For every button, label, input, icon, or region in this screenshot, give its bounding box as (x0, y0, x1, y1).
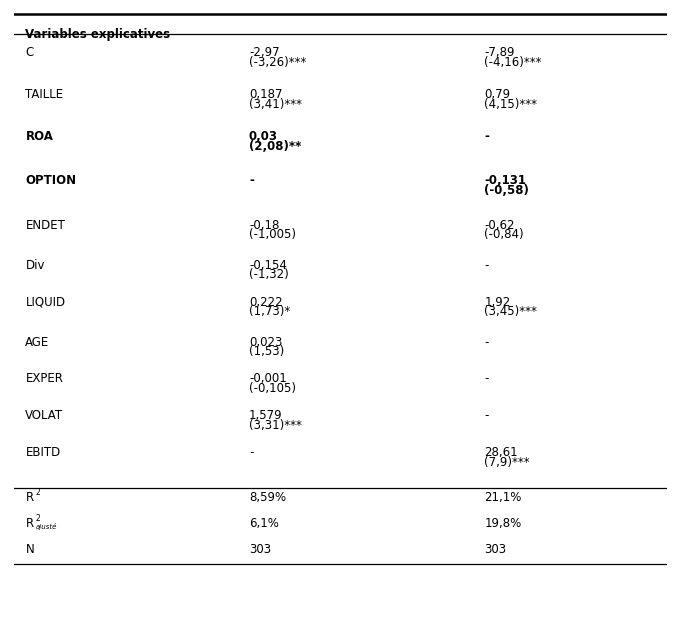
Text: (3,45)***: (3,45)*** (484, 305, 537, 318)
Text: ENDET: ENDET (25, 219, 65, 232)
Text: (3,41)***: (3,41)*** (249, 98, 302, 111)
Text: -: - (484, 409, 489, 423)
Text: R: R (25, 491, 33, 504)
Text: -0,154: -0,154 (249, 259, 287, 272)
Text: -: - (484, 130, 489, 143)
Text: 303: 303 (249, 543, 271, 556)
Text: (-0,84): (-0,84) (484, 229, 524, 241)
Text: -0,001: -0,001 (249, 372, 287, 386)
Text: 2: 2 (36, 514, 41, 523)
Text: (-0,105): (-0,105) (249, 382, 296, 395)
Text: (1,53): (1,53) (249, 345, 284, 359)
Text: (-1,005): (-1,005) (249, 229, 296, 241)
Text: LIQUID: LIQUID (25, 296, 65, 308)
Text: -: - (484, 335, 489, 349)
Text: (-3,26)***: (-3,26)*** (249, 56, 306, 69)
Text: EBITD: EBITD (25, 447, 61, 459)
Text: (1,73)*: (1,73)* (249, 305, 290, 318)
Text: OPTION: OPTION (25, 175, 76, 187)
Text: N: N (25, 543, 34, 556)
Text: (3,31)***: (3,31)*** (249, 420, 302, 432)
Text: (-1,32): (-1,32) (249, 268, 289, 281)
Text: 6,1%: 6,1% (249, 517, 279, 530)
Text: -0,62: -0,62 (484, 219, 515, 232)
Text: EXPER: EXPER (25, 372, 63, 386)
Text: -2,97: -2,97 (249, 46, 280, 59)
Text: (-0,58): (-0,58) (484, 184, 529, 197)
Text: VOLAT: VOLAT (25, 409, 63, 423)
Text: 0,03: 0,03 (249, 130, 278, 143)
Text: ROA: ROA (25, 130, 53, 143)
Text: 303: 303 (484, 543, 507, 556)
Text: -0,18: -0,18 (249, 219, 279, 232)
Text: -: - (249, 175, 254, 187)
Text: -: - (484, 372, 489, 386)
Text: (-4,16)***: (-4,16)*** (484, 56, 542, 69)
Text: 8,59%: 8,59% (249, 491, 286, 504)
Text: TAILLE: TAILLE (25, 88, 63, 101)
Text: 0,222: 0,222 (249, 296, 283, 308)
Text: Variables explicatives: Variables explicatives (25, 28, 170, 41)
Text: 19,8%: 19,8% (484, 517, 522, 530)
Text: 1,579: 1,579 (249, 409, 283, 423)
Text: Div: Div (25, 259, 45, 272)
Text: (4,15)***: (4,15)*** (484, 98, 537, 111)
Text: 21,1%: 21,1% (484, 491, 522, 504)
Text: (2,08)**: (2,08)** (249, 140, 302, 153)
Text: 28,61: 28,61 (484, 447, 518, 459)
Text: -0,131: -0,131 (484, 175, 526, 187)
Text: 1,92: 1,92 (484, 296, 511, 308)
Text: ajusté: ajusté (36, 523, 57, 530)
Text: 0,023: 0,023 (249, 335, 283, 349)
Text: -: - (484, 259, 489, 272)
Text: 0,79: 0,79 (484, 88, 511, 101)
Text: -: - (249, 447, 253, 459)
Text: 2: 2 (36, 488, 41, 497)
Text: (7,9)***: (7,9)*** (484, 456, 530, 469)
Text: 0,187: 0,187 (249, 88, 283, 101)
Text: AGE: AGE (25, 335, 50, 349)
Text: -7,89: -7,89 (484, 46, 515, 59)
Text: C: C (25, 46, 33, 59)
Text: R: R (25, 517, 33, 530)
